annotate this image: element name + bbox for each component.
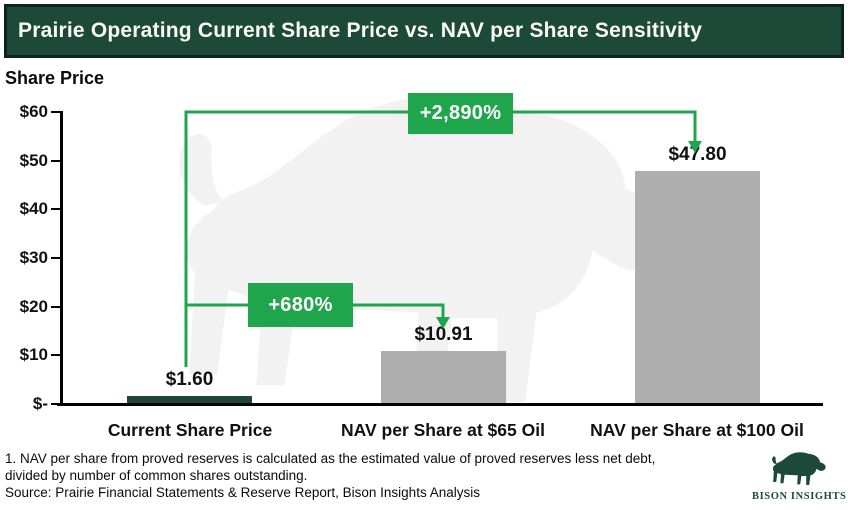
y-tick-label: $30 xyxy=(19,248,48,267)
y-tick-mark xyxy=(51,257,61,259)
category-label-nav-100-oil: NAV per Share at $100 Oil xyxy=(590,420,804,440)
source-line: Source: Prairie Financial Statements & R… xyxy=(5,485,480,500)
y-tick-mark xyxy=(51,354,61,357)
y-axis-title: Share Price xyxy=(5,68,105,88)
chart-title: Prairie Operating Current Share Price vs… xyxy=(18,19,703,42)
y-tick-label: $- xyxy=(32,394,48,413)
bison-logo-icon xyxy=(772,452,826,485)
bar-value-label: $1.60 xyxy=(165,369,214,391)
y-tick-label: $60 xyxy=(19,102,48,121)
bar-nav-per-share-100-oil xyxy=(635,171,760,404)
x-axis-line xyxy=(57,403,823,406)
y-tick-mark xyxy=(51,159,61,162)
category-label-nav-65-oil: NAV per Share at $65 Oil xyxy=(341,420,545,440)
bison-insights-logo: BISON INSIGHTS xyxy=(752,450,846,508)
annotation-680-pct: +680% xyxy=(248,283,353,327)
bar-value-label: $47.80 xyxy=(668,144,727,166)
logo-text: BISON INSIGHTS xyxy=(752,491,847,502)
bar-nav-per-share-65-oil xyxy=(381,350,506,404)
bar-value-label: $10.91 xyxy=(414,323,473,345)
y-tick-mark xyxy=(51,403,61,405)
y-axis-line xyxy=(60,111,63,404)
y-tick-label: $10 xyxy=(19,345,48,365)
y-tick-mark xyxy=(51,305,61,308)
footnote-line-1: 1. NAV per share from proved reserves is… xyxy=(5,451,656,466)
y-tick-mark xyxy=(51,111,61,113)
category-label-current-share-price: Current Share Price xyxy=(107,420,273,440)
y-tick-label: $50 xyxy=(19,150,48,170)
y-tick-label: $20 xyxy=(19,296,48,316)
chart-title-bar: Prairie Operating Current Share Price vs… xyxy=(4,4,844,58)
footnote-line-2: divided by number of common shares outst… xyxy=(5,468,308,483)
bar-current-share-price xyxy=(127,396,252,404)
y-tick-label: $40 xyxy=(19,199,48,219)
annotation-2890-pct: +2,890% xyxy=(408,93,513,134)
y-tick-mark xyxy=(51,208,61,211)
